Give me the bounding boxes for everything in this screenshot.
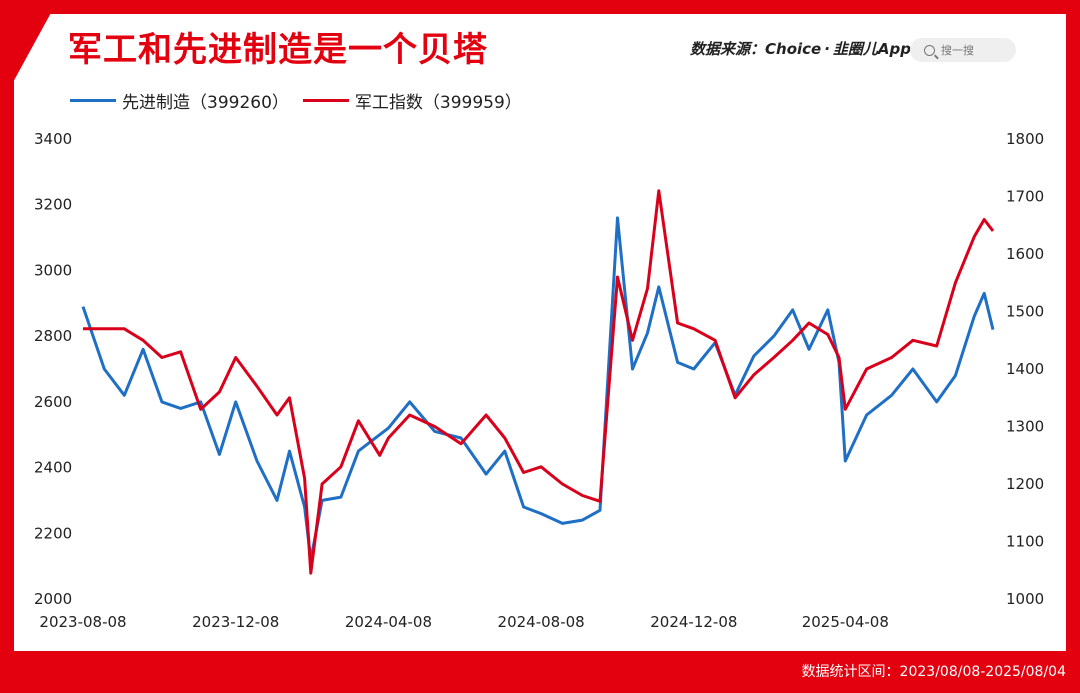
series-line-military-index	[83, 189, 995, 575]
search-placeholder: 搜一搜	[941, 44, 974, 57]
y-right-tick-label: 1400	[1006, 360, 1044, 378]
y-left-tick-label: 3000	[34, 261, 72, 279]
data-source: 数据来源：Choice · 韭圈儿App	[690, 38, 911, 59]
x-tick-label: 2024-12-08	[650, 613, 737, 631]
date-range-footer: 数据统计区间：2023/08/08-2025/08/04	[801, 664, 1066, 680]
legend-item-advanced-manufacturing: 先进制造（399260）	[70, 88, 289, 113]
legend-label-advanced-manufacturing: 先进制造（399260）	[122, 93, 289, 113]
y-right-tick-label: 1700	[1006, 188, 1044, 206]
y-left-tick-label: 2000	[34, 590, 72, 608]
legend-swatch-red	[302, 99, 349, 102]
data-source-label: 数据来源：Choice	[690, 40, 822, 58]
y-right-tick-label: 1000	[1006, 590, 1044, 608]
y-right-tick-label: 1600	[1006, 245, 1044, 263]
search-box[interactable]: 搜一搜	[910, 38, 1016, 62]
corner-flag	[0, 0, 58, 106]
y-left-tick-label: 2600	[34, 393, 72, 411]
y-left-tick-label: 2200	[34, 524, 72, 542]
y-right-tick-label: 1800	[1006, 130, 1044, 148]
legend-label-military-index: 军工指数（399959）	[354, 93, 522, 113]
y-right-tick-label: 1100	[1006, 533, 1044, 551]
legend-item-military-index: 军工指数（399959）	[302, 88, 522, 113]
data-source-separator: ·	[824, 40, 830, 58]
y-left-tick-label: 2800	[34, 327, 72, 345]
y-left-tick-label: 3400	[34, 130, 72, 148]
page-title: 军工和先进制造是一个贝塔	[68, 30, 488, 70]
y-right-tick-label: 1200	[1006, 475, 1044, 493]
x-tick-label: 2025-04-08	[802, 613, 889, 631]
y-right-tick-label: 1300	[1006, 418, 1044, 436]
x-tick-label: 2024-08-08	[498, 613, 585, 631]
y-left-tick-label: 3200	[34, 196, 72, 214]
x-tick-label: 2024-04-08	[345, 613, 432, 631]
search-icon	[924, 44, 935, 56]
legend-swatch-blue	[70, 99, 116, 102]
app-logo: 韭圈儿App	[832, 40, 911, 58]
series-line-advanced-manufacturing	[81, 216, 995, 562]
chart-legend: 先进制造（399260） 军工指数（399959）	[70, 88, 522, 113]
x-tick-label: 2023-08-08	[39, 613, 126, 631]
chart-card	[14, 14, 1066, 651]
y-left-tick-label: 2400	[34, 459, 72, 477]
y-right-tick-label: 1500	[1006, 303, 1044, 321]
x-tick-label: 2023-12-08	[192, 613, 279, 631]
